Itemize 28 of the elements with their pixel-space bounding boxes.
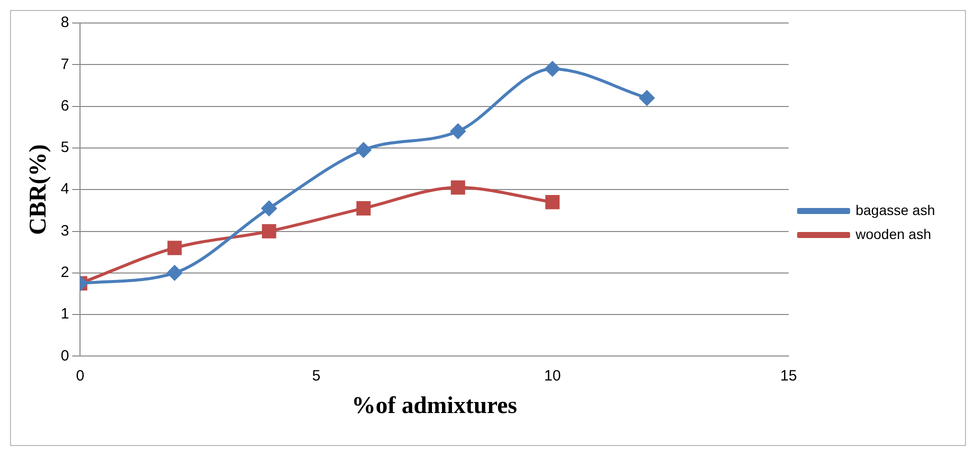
- point: [356, 142, 372, 158]
- point: [167, 240, 182, 256]
- y-tick-label: 2: [60, 264, 70, 282]
- point: [450, 180, 466, 195]
- y-tick-label: 7: [60, 56, 70, 73]
- x-tick-label: 0: [76, 367, 84, 384]
- legend-label: wooden ash: [854, 226, 932, 242]
- point: [545, 194, 560, 210]
- point: [262, 224, 276, 238]
- point: [167, 265, 182, 280]
- x-tick-label: 10: [544, 367, 561, 384]
- point: [639, 90, 654, 106]
- y-tick-label: 1: [60, 306, 70, 323]
- y-tick-label: 4: [60, 180, 70, 198]
- x-tick-label: 15: [780, 367, 797, 384]
- y-axis-title: CBR(%): [26, 144, 52, 235]
- x-axis-title: %of admixtures: [352, 392, 518, 419]
- point: [262, 200, 277, 216]
- point: [544, 61, 560, 76]
- point: [450, 124, 466, 139]
- point: [356, 201, 371, 216]
- y-tick-label: 5: [60, 139, 70, 156]
- x-tick-label: 5: [312, 367, 320, 384]
- y-tick-label: 0: [60, 347, 70, 364]
- legend-label: bagasse ash: [856, 202, 936, 218]
- y-tick-label: 8: [60, 14, 70, 32]
- y-tick-label: 6: [60, 97, 70, 114]
- y-tick-label: 3: [60, 222, 70, 240]
